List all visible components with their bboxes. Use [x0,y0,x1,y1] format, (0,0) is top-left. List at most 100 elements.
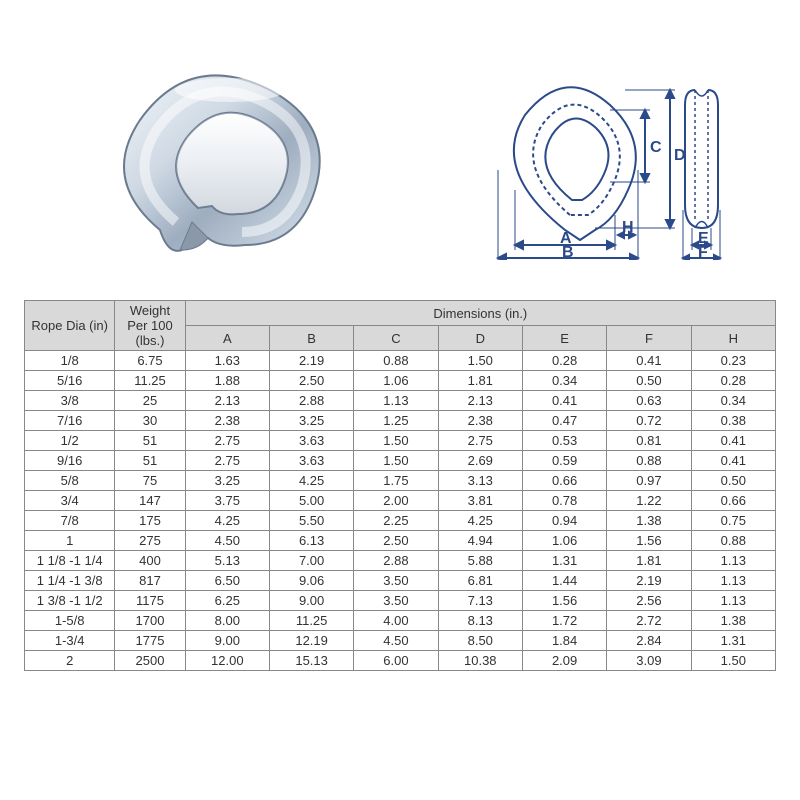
cell-dim: 0.47 [522,411,606,431]
cell-dim: 0.66 [691,491,775,511]
product-thimble-image [80,50,360,270]
cell-dim: 5.00 [269,491,353,511]
cell-dim: 2.56 [607,591,691,611]
table-row: 5/1611.251.882.501.061.810.340.500.28 [25,371,776,391]
cell-weight: 6.75 [115,351,185,371]
cell-dim: 1.63 [185,351,269,371]
cell-weight: 1175 [115,591,185,611]
cell-dim: 1.44 [522,571,606,591]
cell-dim: 3.50 [354,591,438,611]
cell-dim: 12.00 [185,651,269,671]
cell-dim: 1.81 [607,551,691,571]
cell-dim: 8.50 [438,631,522,651]
table-row: 1 1/4 -1 3/88176.509.063.506.811.442.191… [25,571,776,591]
cell-dim: 1.50 [691,651,775,671]
cell-dim: 11.25 [269,611,353,631]
cell-weight: 400 [115,551,185,571]
cell-weight: 1700 [115,611,185,631]
cell-dim: 0.59 [522,451,606,471]
cell-dim: 3.81 [438,491,522,511]
cell-dim: 6.00 [354,651,438,671]
cell-dim: 2.38 [185,411,269,431]
cell-dim: 1.72 [522,611,606,631]
cell-dim: 1.75 [354,471,438,491]
cell-dim: 0.88 [607,451,691,471]
cell-rope: 3/8 [25,391,115,411]
cell-weight: 25 [115,391,185,411]
th-weight: Weight Per 100 (lbs.) [115,301,185,351]
cell-dim: 0.41 [691,431,775,451]
table-row: 12754.506.132.504.941.061.560.88 [25,531,776,551]
cell-dim: 4.25 [185,511,269,531]
cell-dim: 6.50 [185,571,269,591]
cell-dim: 2.75 [185,431,269,451]
cell-dim: 12.19 [269,631,353,651]
table-row: 5/8753.254.251.753.130.660.970.50 [25,471,776,491]
cell-dim: 0.41 [522,391,606,411]
cell-weight: 11.25 [115,371,185,391]
cell-dim: 4.94 [438,531,522,551]
cell-dim: 0.38 [691,411,775,431]
cell-dim: 5.88 [438,551,522,571]
cell-weight: 2500 [115,651,185,671]
th-dim-b: B [269,326,353,351]
cell-dim: 1.56 [607,531,691,551]
cell-dim: 1.31 [522,551,606,571]
th-rope: Rope Dia (in) [25,301,115,351]
cell-weight: 51 [115,451,185,471]
table-row: 1-3/417759.0012.194.508.501.842.841.31 [25,631,776,651]
table-row: 1/2512.753.631.502.750.530.810.41 [25,431,776,451]
cell-dim: 10.38 [438,651,522,671]
cell-dim: 2.13 [438,391,522,411]
cell-dim: 0.41 [607,351,691,371]
cell-dim: 2.88 [269,391,353,411]
cell-weight: 275 [115,531,185,551]
table-row: 1/86.751.632.190.881.500.280.410.23 [25,351,776,371]
cell-dim: 2.50 [269,371,353,391]
cell-rope: 1/8 [25,351,115,371]
cell-dim: 1.84 [522,631,606,651]
th-dim-e: E [522,326,606,351]
cell-dim: 4.50 [185,531,269,551]
cell-dim: 0.63 [607,391,691,411]
cell-dim: 1.50 [354,451,438,471]
cell-rope: 5/16 [25,371,115,391]
cell-dim: 2.13 [185,391,269,411]
cell-dim: 0.88 [354,351,438,371]
cell-dim: 1.06 [354,371,438,391]
table-row: 7/16302.383.251.252.380.470.720.38 [25,411,776,431]
cell-weight: 51 [115,431,185,451]
cell-dim: 0.34 [522,371,606,391]
cell-dim: 0.81 [607,431,691,451]
cell-rope: 1 [25,531,115,551]
cell-dim: 0.41 [691,451,775,471]
cell-dim: 9.00 [185,631,269,651]
th-dim-d: D [438,326,522,351]
cell-dim: 2.19 [269,351,353,371]
table-row: 1-5/817008.0011.254.008.131.722.721.38 [25,611,776,631]
cell-weight: 30 [115,411,185,431]
cell-dim: 3.13 [438,471,522,491]
cell-rope: 1-3/4 [25,631,115,651]
cell-rope: 1/2 [25,431,115,451]
cell-dim: 0.34 [691,391,775,411]
table-row: 1 1/8 -1 1/44005.137.002.885.881.311.811… [25,551,776,571]
dim-label-f: F [698,244,708,260]
cell-weight: 817 [115,571,185,591]
cell-dim: 1.31 [691,631,775,651]
cell-dim: 2.25 [354,511,438,531]
cell-dim: 2.50 [354,531,438,551]
cell-dim: 1.56 [522,591,606,611]
cell-dim: 7.13 [438,591,522,611]
th-dim-f: F [607,326,691,351]
cell-rope: 1 1/8 -1 1/4 [25,551,115,571]
cell-dim: 1.81 [438,371,522,391]
cell-dim: 1.25 [354,411,438,431]
cell-dim: 1.38 [691,611,775,631]
cell-dim: 4.25 [438,511,522,531]
cell-rope: 1 1/4 -1 3/8 [25,571,115,591]
cell-dim: 4.50 [354,631,438,651]
cell-dim: 0.97 [607,471,691,491]
cell-dim: 0.78 [522,491,606,511]
cell-dim: 8.00 [185,611,269,631]
